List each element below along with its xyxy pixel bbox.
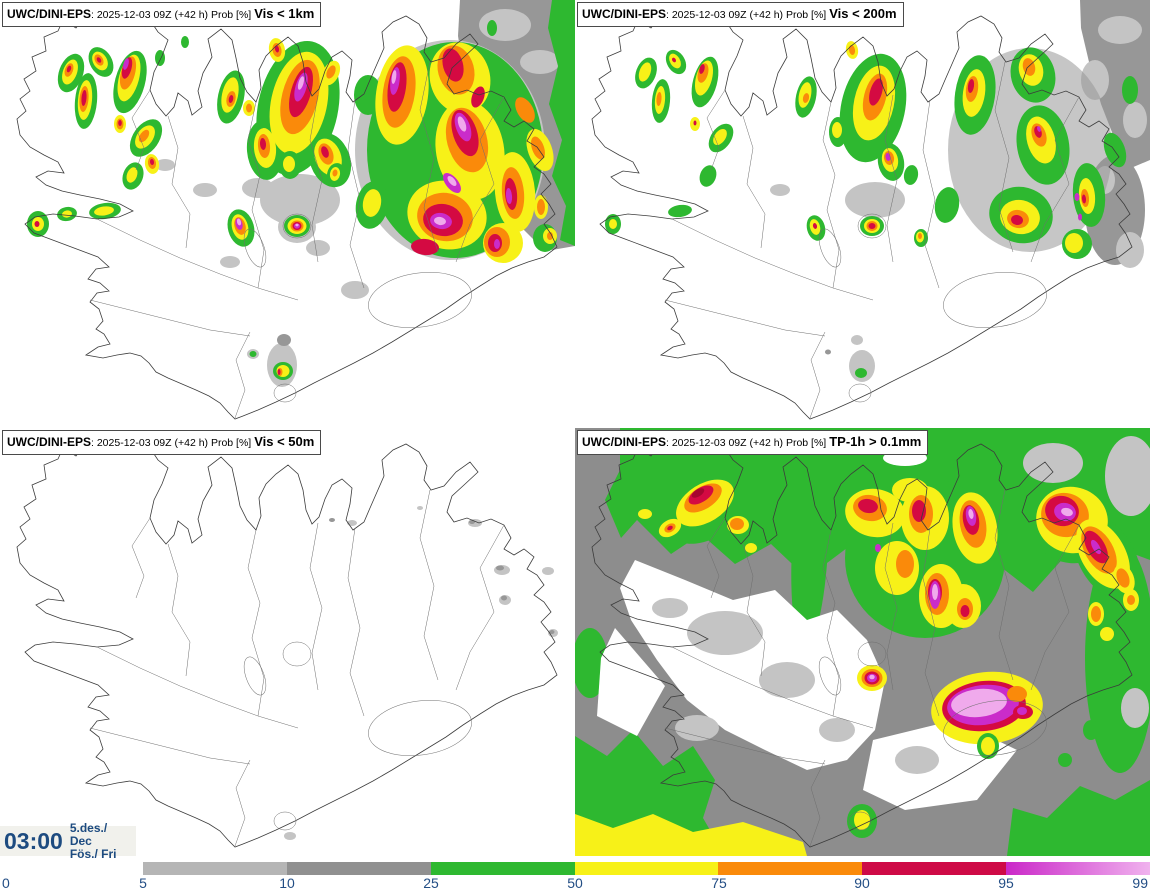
panel-title-vis-50m: UWC/DINI-EPS: 2025-12-03 09Z (+42 h) Pro… xyxy=(2,430,322,455)
colorbar-segment-50-75 xyxy=(574,862,719,875)
panel-vis-50m: UWC/DINI-EPS: 2025-12-03 09Z (+42 h) Pro… xyxy=(0,428,575,856)
valid-time-box: 03:00 5.des./ Dec Fös./ Fri xyxy=(0,821,136,860)
colorbar-segment-75-90 xyxy=(718,862,863,875)
model-label: UWC/DINI-EPS xyxy=(582,7,666,21)
map-precip-prob xyxy=(575,428,1150,856)
colorbar-tick-95: 95 xyxy=(998,875,1014,891)
parameter-label: TP-1h > 0.1mm xyxy=(829,434,922,449)
colorbar-tick-25: 25 xyxy=(423,875,439,891)
valid-date-line: 5.des./ Dec xyxy=(69,820,108,848)
valid-time: 03:00 xyxy=(4,827,63,854)
colorbar-segment-10-25 xyxy=(286,862,431,875)
panel-title-precip-prob: UWC/DINI-EPS: 2025-12-03 09Z (+42 h) Pro… xyxy=(577,430,929,455)
map-vis-50m xyxy=(0,428,575,856)
colorbar-segments xyxy=(143,862,1150,875)
colorbar-tick-5: 5 xyxy=(139,875,147,891)
colorbar-segment-25-50 xyxy=(430,862,575,875)
colorbar-segment-5-10 xyxy=(143,862,287,875)
run-meta: : 2025-12-03 09Z (+42 h) Prob [%] xyxy=(91,437,252,449)
panel-precip-prob: UWC/DINI-EPS: 2025-12-03 09Z (+42 h) Pro… xyxy=(575,428,1150,856)
colorbar-segment-95-99 xyxy=(1006,862,1150,875)
map-vis-200m xyxy=(575,0,1150,428)
panel-title-vis-200m: UWC/DINI-EPS: 2025-12-03 09Z (+42 h) Pro… xyxy=(577,2,904,27)
valid-date: 5.des./ Dec Fös./ Fri xyxy=(69,820,132,861)
model-label: UWC/DINI-EPS xyxy=(7,435,91,449)
colorbar-tick-99: 99 xyxy=(1132,875,1148,891)
probability-colorbar: 0 5 10 25 50 75 90 95 99 xyxy=(0,856,1150,891)
colorbar-tick-10: 10 xyxy=(279,875,295,891)
parameter-label: Vis < 1km xyxy=(254,6,315,21)
model-label: UWC/DINI-EPS xyxy=(7,7,91,21)
panel-vis-1km: UWC/DINI-EPS: 2025-12-03 09Z (+42 h) Pro… xyxy=(0,0,575,428)
colorbar-segment-90-95 xyxy=(862,862,1007,875)
panel-vis-200m: UWC/DINI-EPS: 2025-12-03 09Z (+42 h) Pro… xyxy=(575,0,1150,428)
map-vis-1km xyxy=(0,0,575,428)
colorbar-tick-0: 0 xyxy=(2,875,10,891)
colorbar-tick-90: 90 xyxy=(854,875,870,891)
model-label: UWC/DINI-EPS xyxy=(582,435,666,449)
parameter-label: Vis < 200m xyxy=(829,6,897,21)
colorbar-tick-75: 75 xyxy=(711,875,727,891)
run-meta: : 2025-12-03 09Z (+42 h) Prob [%] xyxy=(666,9,827,21)
run-meta: : 2025-12-03 09Z (+42 h) Prob [%] xyxy=(666,437,827,449)
colorbar-tick-50: 50 xyxy=(567,875,583,891)
valid-day-line: Fös./ Fri xyxy=(69,846,117,861)
parameter-label: Vis < 50m xyxy=(254,434,315,449)
run-meta: : 2025-12-03 09Z (+42 h) Prob [%] xyxy=(91,9,252,21)
panel-title-vis-1km: UWC/DINI-EPS: 2025-12-03 09Z (+42 h) Pro… xyxy=(2,2,322,27)
